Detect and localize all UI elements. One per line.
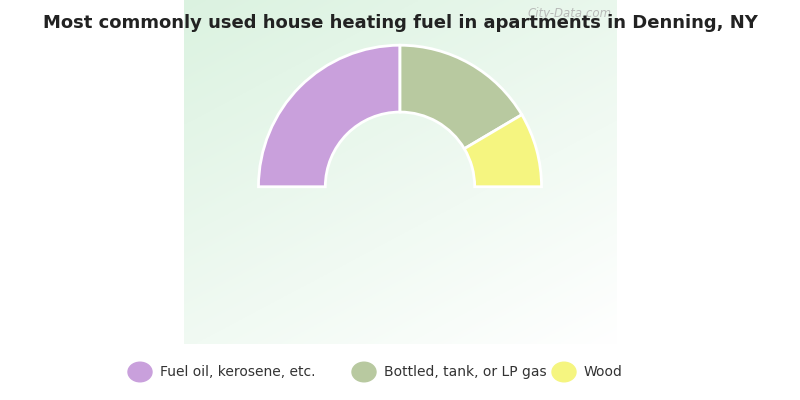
Wedge shape <box>464 115 542 187</box>
Ellipse shape <box>128 362 152 382</box>
Text: Fuel oil, kerosene, etc.: Fuel oil, kerosene, etc. <box>160 365 315 379</box>
Wedge shape <box>258 45 400 187</box>
Text: City-Data.com: City-Data.com <box>528 7 612 20</box>
Text: Most commonly used house heating fuel in apartments in Denning, NY: Most commonly used house heating fuel in… <box>42 14 758 32</box>
Wedge shape <box>400 45 522 149</box>
Text: Wood: Wood <box>584 365 623 379</box>
Text: Bottled, tank, or LP gas: Bottled, tank, or LP gas <box>384 365 546 379</box>
Ellipse shape <box>352 362 376 382</box>
Ellipse shape <box>552 362 576 382</box>
